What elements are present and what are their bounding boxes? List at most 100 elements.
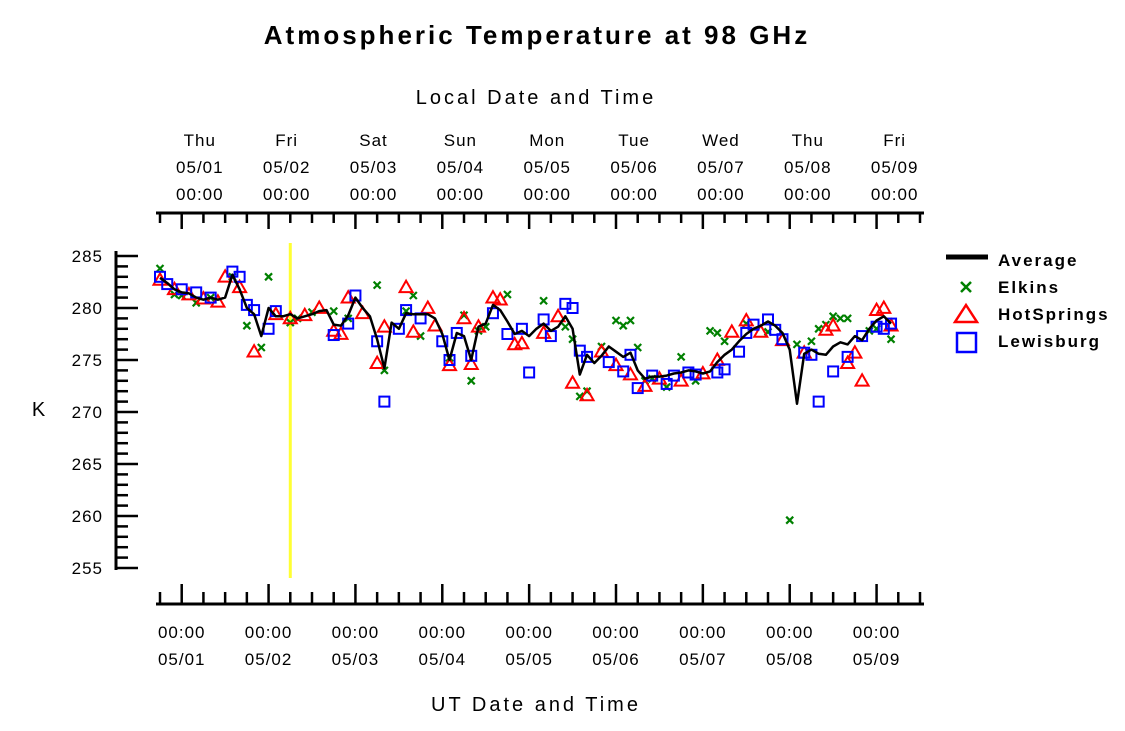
lewisburg-point <box>515 322 528 335</box>
y-axis: 255 260 265 270 275 280 285 <box>72 247 138 578</box>
elkins-point <box>785 515 794 525</box>
bottom-tick-date-label: 05/04 <box>419 650 467 669</box>
bottom-tick-date-label: 05/05 <box>505 650 553 669</box>
hotsprings-point <box>513 334 531 350</box>
lewisburg-point <box>740 326 753 339</box>
hotsprings-point <box>723 323 741 338</box>
y-tick-label: 280 <box>72 299 103 318</box>
y-tick-label: 265 <box>72 455 103 474</box>
hotsprings-point <box>405 323 422 338</box>
elkins-point <box>836 314 845 323</box>
bottom-axis-title: UT Date and Time <box>431 694 641 716</box>
bottom-tick-date-label: 05/03 <box>332 650 380 669</box>
y-tick-label: 270 <box>72 403 103 422</box>
legend-item-elkins: Elkins <box>960 278 1060 297</box>
lewisburg-point <box>378 395 391 408</box>
elkins-point <box>611 316 621 325</box>
elkins-point <box>618 321 628 330</box>
elkins-point <box>257 343 266 352</box>
hotsprings-point <box>311 299 328 314</box>
elkins-point <box>503 290 512 299</box>
hotsprings-point <box>491 291 509 306</box>
y-tick-label: 285 <box>72 247 103 266</box>
lewisburg-point <box>443 354 456 366</box>
lewisburg-point <box>581 350 594 363</box>
elkins-point <box>466 376 476 386</box>
lewisburg-point <box>711 366 724 379</box>
y-axis-title: K <box>32 399 48 421</box>
elkins-point <box>828 312 838 321</box>
hotsprings-point <box>817 321 835 336</box>
lewisburg-point <box>327 329 340 342</box>
bottom-tick-time-label: 00:00 <box>245 623 293 642</box>
elkins-point <box>886 334 896 344</box>
series-hotsprings <box>151 268 900 402</box>
top-time-axis: Thu 05/01 00:00 Fri 05/02 00:00 Sat 05/03 00:00 S… <box>156 131 924 229</box>
top-tick-day-label: Wed <box>702 131 740 150</box>
hotsprings-point <box>332 325 350 340</box>
bottom-tick-time-label: 00:00 <box>679 623 727 642</box>
y-tick-label: 275 <box>72 351 103 370</box>
lewisburg-point <box>841 350 854 363</box>
elkins-point <box>539 296 548 305</box>
bottom-tick-date-label: 05/09 <box>853 650 901 669</box>
elkins-point <box>329 306 338 316</box>
top-tick-day-label: Thu <box>184 131 216 150</box>
elkins-point <box>676 352 686 362</box>
elkins-point <box>843 314 852 323</box>
top-tick-time-label: 00:00 <box>697 185 745 204</box>
elkins-point <box>372 280 382 290</box>
lewisburg-point <box>450 326 463 339</box>
lewisburg-point <box>501 328 514 340</box>
top-tick-day-label: Mon <box>529 131 565 150</box>
top-tick-date-label: 05/01 <box>176 158 224 177</box>
elkins-point <box>705 326 715 336</box>
hotsprings-point <box>245 343 263 358</box>
hotsprings-point <box>882 317 900 332</box>
bottom-tick-time-label: 00:00 <box>766 623 814 642</box>
lewisburg-point <box>154 270 166 283</box>
hotsprings-point <box>376 318 393 333</box>
hotsprings-point <box>339 289 357 304</box>
legend-average-label: Average <box>998 251 1078 270</box>
hotsprings-point <box>636 377 654 392</box>
elkins-point <box>720 337 729 346</box>
lewisburg-point <box>617 365 630 378</box>
top-tick-time-label: 00:00 <box>263 185 311 204</box>
top-tick-day-label: Fri <box>883 131 906 150</box>
hotsprings-point <box>564 374 581 389</box>
plot-area <box>151 264 900 525</box>
top-tick-time-label: 00:00 <box>437 185 485 204</box>
hotsprings-point <box>455 309 473 325</box>
series-average <box>159 273 892 405</box>
lewisburg-point <box>827 365 840 378</box>
top-tick-date-label: 05/05 <box>523 158 571 177</box>
legend-elkins-label: Elkins <box>998 278 1060 297</box>
lewisburg-point <box>660 377 673 390</box>
elkins-point <box>561 322 570 331</box>
hotsprings-point <box>824 317 842 332</box>
legend-elkins-swatch <box>960 281 972 293</box>
hotsprings-point <box>535 324 552 339</box>
top-tick-time-label: 00:00 <box>350 185 398 204</box>
hotsprings-point <box>209 293 227 308</box>
lewisburg-point <box>204 291 217 304</box>
hotsprings-point <box>622 366 639 381</box>
hotsprings-point <box>397 278 415 294</box>
elkins-point <box>807 337 816 346</box>
hotsprings-point <box>282 309 299 325</box>
bottom-tick-date-label: 05/06 <box>592 650 640 669</box>
elkins-point <box>409 291 418 300</box>
average-line <box>159 273 892 405</box>
legend-item-lewisburg: Lewisburg <box>955 331 1101 354</box>
lewisburg-point <box>812 395 825 408</box>
lewisburg-point <box>885 317 898 330</box>
legend-lewisburg-label: Lewisburg <box>998 332 1101 351</box>
lewisburg-point <box>762 313 774 326</box>
top-tick-date-label: 05/06 <box>610 158 658 177</box>
lewisburg-point <box>523 366 536 379</box>
top-axis-title: Local Date and Time <box>416 87 656 109</box>
top-tick-date-label: 05/09 <box>871 158 919 177</box>
bottom-time-axis: 00:00 05/01 00:00 05/02 00:00 05/03 00:00 05/04… <box>156 584 924 669</box>
